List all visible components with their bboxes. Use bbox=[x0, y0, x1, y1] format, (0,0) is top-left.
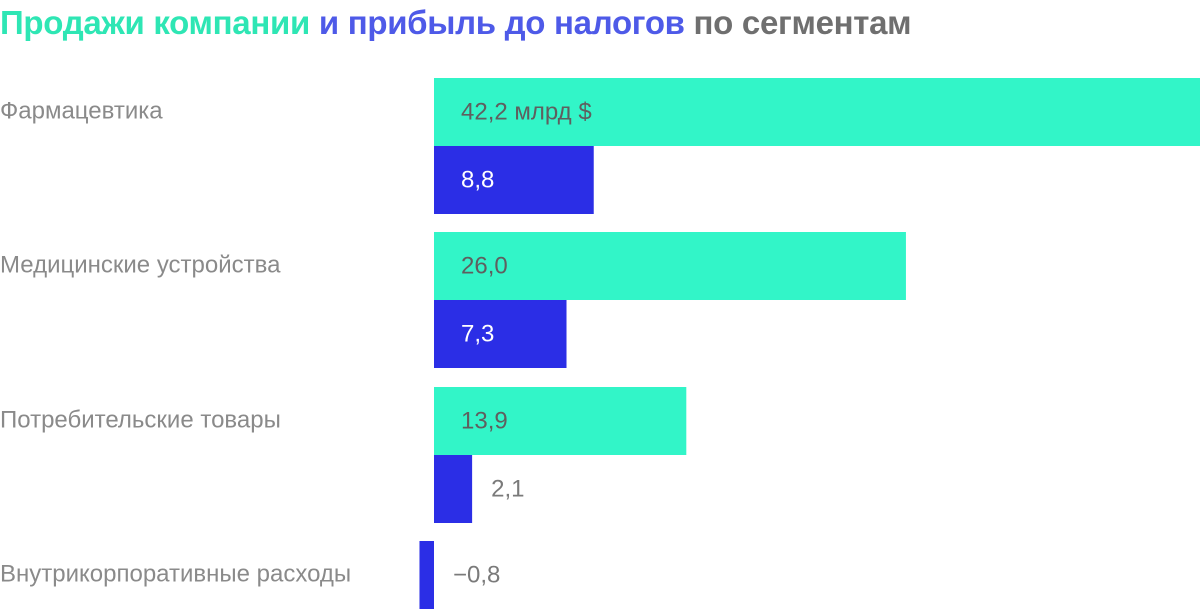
category-label: Медицинские устройства bbox=[0, 251, 281, 278]
profit-bar bbox=[434, 455, 473, 523]
sales-bar bbox=[434, 232, 906, 300]
profit-bar bbox=[419, 541, 434, 609]
category-label: Внутрикорпоративные расходы bbox=[0, 560, 351, 587]
title-part-profit: и прибыль до налогов bbox=[318, 4, 685, 41]
sales-bar bbox=[434, 78, 1200, 146]
profit-value-label: −0,8 bbox=[453, 561, 500, 588]
title-part-segments: по сегментам bbox=[693, 4, 912, 41]
sales-value-label: 26,0 bbox=[461, 252, 508, 279]
title-part-sales: Продажи компании bbox=[0, 4, 310, 41]
profit-value-label: 7,3 bbox=[461, 320, 494, 347]
chart-title: Продажи компании и прибыль до налогов по… bbox=[0, 4, 912, 42]
profit-bar bbox=[434, 146, 594, 214]
sales-bar bbox=[434, 387, 687, 455]
profit-value-label: 2,1 bbox=[491, 475, 524, 502]
category-label: Фармацевтика bbox=[0, 97, 163, 124]
sales-value-label: 42,2 млрд $ bbox=[461, 98, 592, 125]
category-label: Потребительские товары bbox=[0, 406, 281, 433]
profit-value-label: 8,8 bbox=[461, 166, 494, 193]
profit-bar bbox=[434, 300, 567, 368]
sales-value-label: 13,9 bbox=[461, 407, 508, 434]
